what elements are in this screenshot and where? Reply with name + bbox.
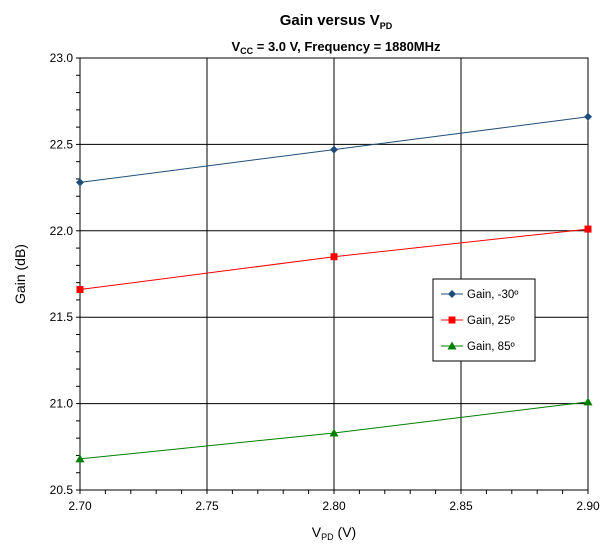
- y-tick-label: 20.5: [50, 483, 74, 497]
- y-tick-label: 21.0: [50, 397, 74, 411]
- data-point: [584, 112, 592, 121]
- x-tick-label: 2.70: [68, 499, 92, 513]
- data-point: [583, 397, 593, 406]
- legend-label: Gain, 85º: [467, 341, 515, 353]
- series-0: [76, 112, 592, 187]
- data-point: [76, 286, 84, 294]
- x-axis-label: VPD (V): [312, 524, 356, 542]
- series-2: [75, 397, 593, 463]
- y-tick-labels: 20.5 21.0 21.5 22.0 22.5 23.0: [50, 51, 74, 497]
- x-tick-label: 2.85: [449, 499, 473, 513]
- legend-entry: Gain, 25º: [441, 315, 515, 327]
- legend-marker: [448, 316, 456, 324]
- y-tick-label: 22.0: [50, 224, 74, 238]
- x-tick-label: 2.90: [576, 499, 600, 513]
- legend-label: Gain, -30º: [467, 289, 519, 301]
- minor-ticks: [76, 57, 589, 494]
- y-tick-label: 22.5: [50, 137, 74, 151]
- legend-entry: Gain, 85º: [441, 341, 515, 353]
- chart-title: Gain versus VPD: [280, 12, 393, 31]
- y-tick-label: 23.0: [50, 51, 74, 65]
- series-layer: [75, 112, 593, 463]
- data-point: [584, 225, 592, 233]
- data-point: [329, 428, 339, 437]
- series-1: [76, 225, 592, 294]
- data-point: [75, 454, 85, 463]
- legend-label: Gain, 25º: [467, 315, 515, 327]
- y-axis-label: Gain (dB): [12, 244, 28, 304]
- data-point: [76, 178, 84, 187]
- legend-marker: [448, 290, 456, 298]
- x-tick-label: 2.75: [195, 499, 219, 513]
- legend-entry: Gain, -30º: [441, 289, 519, 301]
- grid: [79, 57, 589, 491]
- chart-subtitle: VCC = 3.0 V, Frequency = 1880MHz: [231, 39, 441, 56]
- data-point: [330, 145, 338, 154]
- x-tick-label: 2.80: [322, 499, 346, 513]
- legend: Gain, -30º Gain, 25º Gain, 85º: [432, 278, 536, 362]
- data-point: [330, 253, 338, 261]
- y-tick-label: 21.5: [50, 310, 74, 324]
- legend-marker: [447, 341, 457, 350]
- x-tick-labels: 2.70 2.75 2.80 2.85 2.90: [68, 499, 600, 513]
